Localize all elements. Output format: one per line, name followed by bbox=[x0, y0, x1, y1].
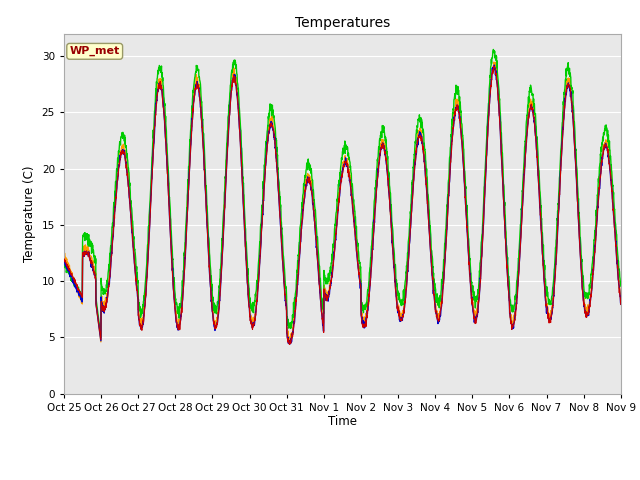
Y-axis label: Temperature (C): Temperature (C) bbox=[23, 165, 36, 262]
Legend: CR1000 panelT, HMP, NR01 PRT, AM25T PRT: CR1000 panelT, HMP, NR01 PRT, AM25T PRT bbox=[127, 477, 558, 480]
X-axis label: Time: Time bbox=[328, 415, 357, 429]
Title: Temperatures: Temperatures bbox=[295, 16, 390, 30]
Text: WP_met: WP_met bbox=[70, 46, 120, 57]
